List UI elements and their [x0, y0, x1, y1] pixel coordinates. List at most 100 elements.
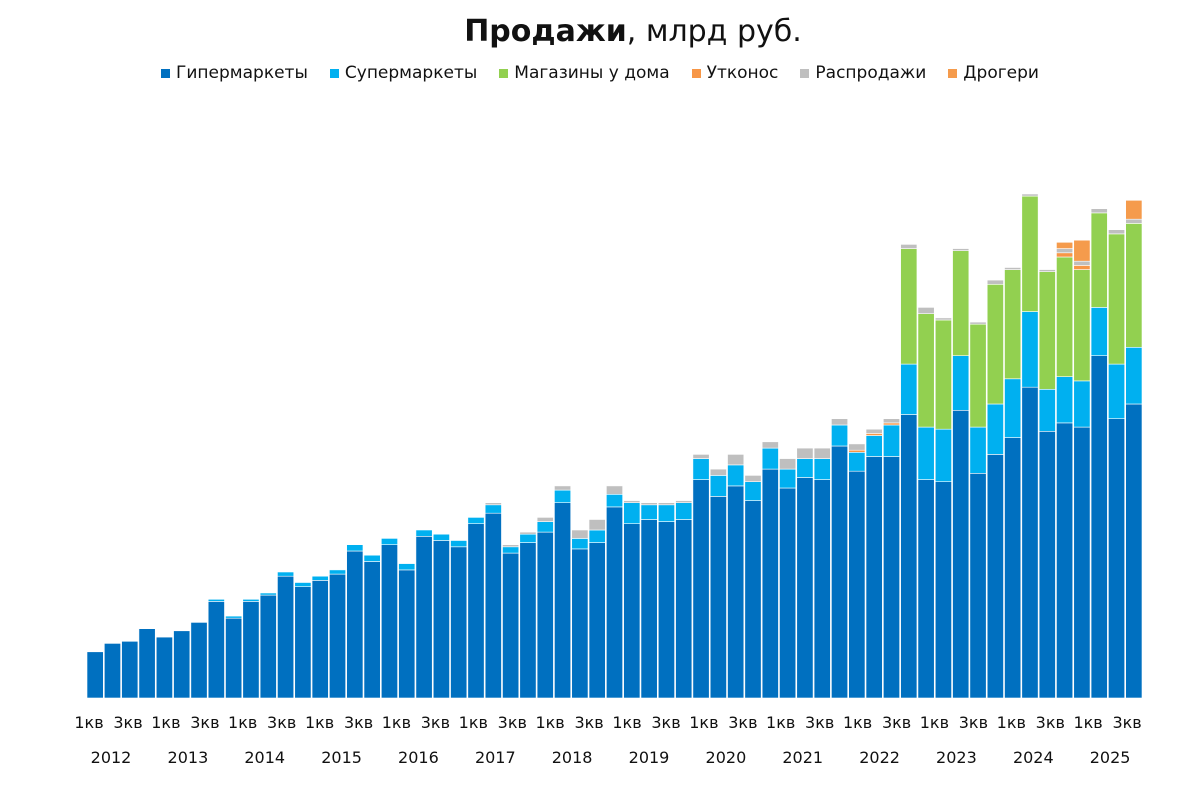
- x-tick-year-label: 2012: [91, 748, 132, 767]
- bar-segment: [1056, 256, 1074, 377]
- bar-segment: [900, 414, 918, 699]
- x-tick-quarter-label: 3кв: [728, 713, 757, 732]
- bar-segment: [606, 485, 623, 495]
- bar-segment: [692, 454, 710, 459]
- bar-segment: [536, 531, 554, 699]
- legend-label: Магазины у дома: [514, 63, 670, 83]
- x-tick-year-label: 2025: [1090, 748, 1131, 767]
- bar-segment: [900, 248, 918, 365]
- bar-segment: [1004, 378, 1022, 438]
- bar-segment: [519, 533, 537, 543]
- x-tick-quarter-label: 3кв: [190, 713, 219, 732]
- bar-segment: [1038, 269, 1056, 272]
- bar-segment: [86, 651, 104, 699]
- bar-segment: [484, 504, 502, 514]
- bar-segment: [277, 575, 295, 699]
- x-tick-year-label: 2018: [552, 748, 593, 767]
- bar-segment: [934, 319, 952, 430]
- bar-segment: [1090, 208, 1108, 214]
- bar-segment: [450, 546, 468, 699]
- x-tick-year-label: 2016: [398, 748, 439, 767]
- bar-segment: [744, 500, 762, 699]
- bar-segment: [138, 628, 156, 699]
- bar-segment: [986, 279, 1004, 285]
- bar-segment: [692, 479, 710, 699]
- x-tick-quarter-label: 1кв: [920, 713, 949, 732]
- bar-segment: [207, 601, 225, 699]
- bar-segment: [363, 554, 381, 562]
- x-tick-year-label: 2015: [321, 748, 362, 767]
- bar-segment: [1038, 271, 1056, 390]
- bar-segment: [588, 542, 606, 699]
- bar-segment: [571, 538, 589, 550]
- legend-item: Гипермаркеты: [161, 63, 308, 83]
- legend-item: Супермаркеты: [329, 63, 477, 83]
- bar-segment: [1125, 199, 1143, 220]
- x-tick-year-label: 2021: [782, 748, 823, 767]
- x-tick-year-label: 2024: [1013, 748, 1054, 767]
- bar-segment: [536, 517, 554, 522]
- bar-segment: [831, 418, 849, 426]
- bar-segment: [1090, 212, 1108, 308]
- bar-segment: [190, 622, 208, 699]
- bar-segment: [1004, 269, 1022, 380]
- bar-segment: [1073, 265, 1091, 270]
- bar-segment: [1125, 223, 1143, 348]
- x-tick-quarter-label: 1кв: [689, 713, 718, 732]
- x-tick-quarter-label: 1кв: [997, 713, 1026, 732]
- bar-segment: [1125, 218, 1143, 224]
- bar-segment: [346, 550, 364, 699]
- bar-segment: [848, 449, 866, 453]
- bar-segment: [606, 493, 623, 508]
- x-tick-quarter-label: 1кв: [843, 713, 872, 732]
- bar-segment: [831, 424, 849, 447]
- bar-segment: [883, 422, 900, 426]
- bar-segment: [1108, 229, 1125, 235]
- bar-segment: [934, 481, 952, 699]
- bar-segment: [969, 321, 987, 325]
- bar-segment: [311, 580, 329, 699]
- bar-segment: [432, 533, 450, 541]
- bar-segment: [744, 481, 762, 501]
- bar-segment: [519, 542, 537, 699]
- bar-segment: [1056, 376, 1074, 424]
- x-tick-quarter-label: 3кв: [498, 713, 527, 732]
- bar-segment: [571, 548, 589, 699]
- bar-segment: [952, 250, 970, 356]
- bar-segment: [502, 552, 520, 699]
- legend-swatch: [161, 68, 171, 78]
- bar-segment: [883, 418, 900, 424]
- bar-segment: [502, 544, 520, 548]
- bar-segment: [502, 546, 520, 554]
- bar-segment: [121, 640, 139, 699]
- bar-segment: [1073, 269, 1091, 382]
- chart-title-bold: Продажи: [464, 14, 627, 49]
- legend-swatch: [948, 68, 958, 78]
- bar-segment: [779, 458, 797, 470]
- x-tick-quarter-label: 1кв: [612, 713, 641, 732]
- bar-segment: [986, 283, 1004, 405]
- bar-segment: [917, 307, 935, 314]
- bar-segment: [831, 445, 849, 699]
- bar-segment: [917, 313, 935, 428]
- bar-segment: [640, 504, 658, 520]
- x-tick-quarter-label: 3кв: [959, 713, 988, 732]
- x-tick-quarter-label: 3кв: [421, 713, 450, 732]
- bar-segment: [1021, 386, 1039, 699]
- bar-segment: [380, 544, 398, 699]
- bar-segment: [329, 569, 346, 575]
- bar-segment: [952, 409, 970, 699]
- x-tick-quarter-label: 3кв: [267, 713, 296, 732]
- x-tick-quarter-label: 1кв: [1073, 713, 1102, 732]
- bar-segment: [1108, 233, 1125, 365]
- bar-segment: [1073, 380, 1091, 428]
- x-tick-quarter-label: 1кв: [228, 713, 257, 732]
- x-tick-year-label: 2014: [244, 748, 285, 767]
- bar-segment: [484, 502, 502, 506]
- x-tick-quarter-label: 3кв: [574, 713, 603, 732]
- bar-segment: [554, 485, 572, 491]
- bar-segment: [900, 244, 918, 249]
- bar-segment: [1021, 195, 1039, 312]
- bar-segment: [380, 538, 398, 546]
- legend-swatch: [499, 68, 509, 78]
